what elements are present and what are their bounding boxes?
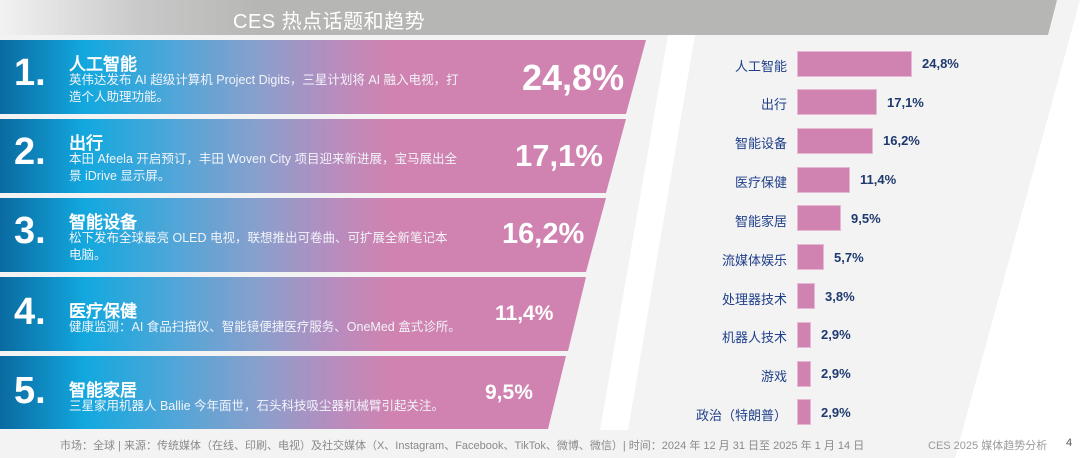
category-label: 智能设备 (734, 136, 787, 151)
topic-description: 英伟达发布 AI 超级计算机 Project Digits，三星计划将 AI 融… (69, 73, 459, 104)
bar (797, 244, 824, 270)
topic-rank: 1. (14, 52, 46, 94)
topic-description: 健康监测：AI 食品扫描仪、智能镜便捷医疗服务、OneMed 盒式诊所。 (69, 320, 461, 334)
topic-rank: 2. (14, 131, 46, 173)
topic-title: 医疗保健 (69, 302, 137, 321)
value-label: 9,5% (851, 211, 881, 226)
category-label: 人工智能 (734, 59, 787, 74)
category-label: 医疗保健 (734, 175, 787, 190)
value-label: 11,4% (860, 172, 897, 187)
category-label: 机器人技术 (721, 330, 787, 345)
topic-percentage: 16,2% (502, 218, 585, 250)
topic-description: 三星家用机器人 Ballie 今年面世，石头科技吸尘器机械臂引起关注。 (69, 399, 445, 413)
topic-description: 松下发布全球最亮 OLED 电视，联想推出可卷曲、可扩展全新笔记本电脑。 (69, 231, 448, 262)
topic-title: 智能设备 (69, 213, 137, 232)
topic-percentage: 9,5% (485, 381, 533, 404)
page-title: CES 热点话题和趋势 (233, 11, 426, 33)
header-banner: CES 热点话题和趋势 (0, 0, 1057, 35)
topic-percentage: 11,4% (495, 302, 554, 325)
category-label: 处理器技术 (721, 292, 787, 307)
topic-rank: 3. (14, 210, 46, 252)
page-number: 4 (1066, 437, 1073, 449)
topic-row-2: 2. 出行 本田 Afeela 开启预订，丰田 Woven City 项目迎来新… (0, 119, 626, 193)
bar (797, 167, 850, 193)
value-label: 24,8% (922, 56, 959, 71)
footer-doc-title: CES 2025 媒体趋势分析 (928, 440, 1048, 452)
bar (797, 89, 877, 115)
category-label: 流媒体娱乐 (721, 253, 787, 268)
value-label: 2,9% (821, 327, 851, 342)
value-label: 3,8% (825, 289, 855, 304)
topic-percentage: 17,1% (515, 138, 603, 173)
topic-row-3: 3. 智能设备 松下发布全球最亮 OLED 电视，联想推出可卷曲、可扩展全新笔记… (0, 198, 606, 272)
value-label: 2,9% (821, 366, 851, 381)
topic-title: 出行 (69, 134, 103, 153)
category-label: 政治（特朗普） (695, 408, 787, 423)
bar (797, 322, 811, 348)
topic-rank: 4. (14, 291, 46, 333)
bar (797, 399, 811, 425)
bar (797, 128, 873, 154)
bar (797, 361, 811, 387)
bar (797, 283, 815, 309)
topic-row-5: 5. 智能家居 三星家用机器人 Ballie 今年面世，石头科技吸尘器机械臂引起… (0, 356, 566, 429)
category-label: 智能家居 (734, 214, 787, 229)
category-label: 游戏 (760, 369, 787, 384)
value-label: 17,1% (887, 95, 924, 110)
topic-title: 人工智能 (69, 55, 137, 74)
topic-row-1: 1. 人工智能 英伟达发布 AI 超级计算机 Project Digits，三星… (0, 40, 646, 114)
topic-title: 智能家居 (69, 381, 137, 400)
bar (797, 51, 912, 77)
value-label: 5,7% (834, 250, 864, 265)
topic-percentage: 24,8% (522, 57, 625, 98)
topic-description: 本田 Afeela 开启预订，丰田 Woven City 项目迎来新进展，宝马展… (69, 152, 458, 183)
bar (797, 205, 841, 231)
footer-source: 市场：全球 | 来源：传统媒体（在线、印刷、电视）及社交媒体（X、Instagr… (60, 440, 865, 452)
value-label: 2,9% (821, 405, 851, 420)
topic-row-4: 4. 医疗保健 健康监测：AI 食品扫描仪、智能镜便捷医疗服务、OneMed 盒… (0, 277, 586, 351)
topic-rank: 5. (14, 370, 46, 412)
value-label: 16,2% (883, 133, 920, 148)
category-label: 出行 (760, 97, 787, 112)
